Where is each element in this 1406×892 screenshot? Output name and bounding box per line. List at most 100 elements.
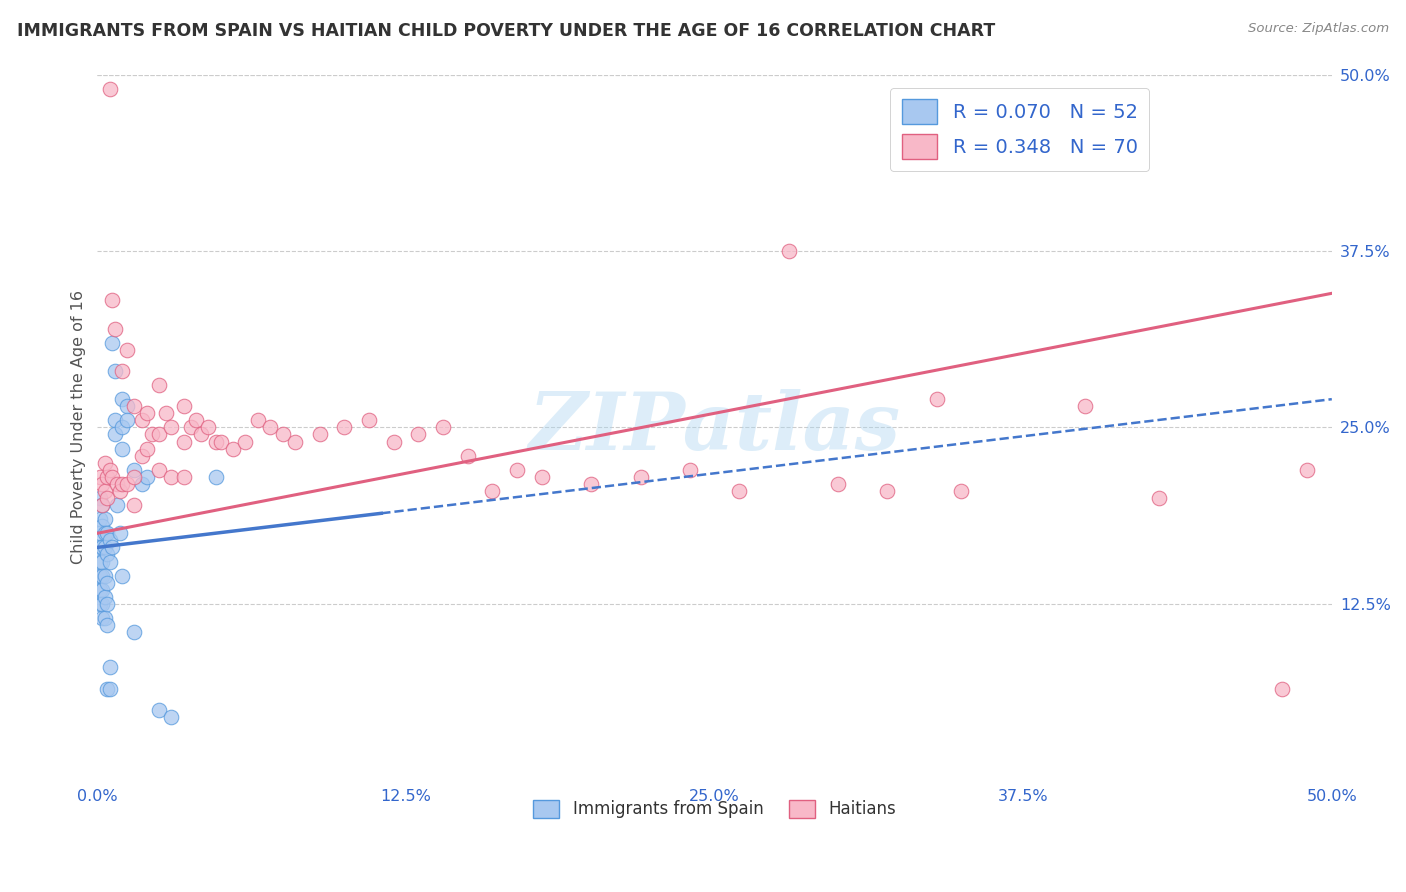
Point — [173, 399, 195, 413]
Point — [111, 364, 134, 378]
Point — [94, 456, 117, 470]
Point — [98, 681, 121, 696]
Point — [333, 420, 356, 434]
Text: Source: ZipAtlas.com: Source: ZipAtlas.com — [1249, 22, 1389, 36]
Point — [96, 575, 118, 590]
Point — [357, 413, 380, 427]
Point — [259, 420, 281, 434]
Point — [91, 597, 114, 611]
Point — [98, 463, 121, 477]
Point — [111, 442, 134, 456]
Point — [108, 526, 131, 541]
Point — [205, 434, 228, 449]
Point — [1074, 399, 1097, 413]
Point — [209, 434, 232, 449]
Point — [91, 498, 114, 512]
Point — [271, 427, 294, 442]
Text: IMMIGRANTS FROM SPAIN VS HAITIAN CHILD POVERTY UNDER THE AGE OF 16 CORRELATION C: IMMIGRANTS FROM SPAIN VS HAITIAN CHILD P… — [17, 22, 995, 40]
Point — [284, 434, 307, 449]
Point — [778, 244, 800, 258]
Point — [89, 582, 111, 597]
Point — [94, 568, 117, 582]
Point — [98, 660, 121, 674]
Point — [235, 434, 257, 449]
Point — [728, 483, 751, 498]
Point — [91, 541, 114, 555]
Point — [101, 335, 124, 350]
Point — [131, 413, 153, 427]
Point — [91, 568, 114, 582]
Point — [950, 483, 973, 498]
Y-axis label: Child Poverty Under the Age of 16: Child Poverty Under the Age of 16 — [72, 291, 86, 565]
Point — [101, 541, 124, 555]
Point — [115, 413, 138, 427]
Point — [481, 483, 503, 498]
Point — [96, 618, 118, 632]
Point — [630, 470, 652, 484]
Point — [408, 427, 430, 442]
Point — [94, 541, 117, 555]
Point — [94, 512, 117, 526]
Point — [205, 470, 228, 484]
Point — [160, 420, 183, 434]
Point — [155, 406, 177, 420]
Point — [104, 427, 127, 442]
Point — [222, 442, 245, 456]
Point — [96, 491, 118, 505]
Point — [108, 483, 131, 498]
Point — [1296, 463, 1319, 477]
Point — [827, 476, 849, 491]
Point — [115, 399, 138, 413]
Point — [98, 81, 121, 95]
Point — [184, 413, 207, 427]
Point — [160, 470, 183, 484]
Point — [111, 420, 134, 434]
Point — [135, 442, 157, 456]
Point — [98, 533, 121, 548]
Point — [89, 526, 111, 541]
Point — [89, 568, 111, 582]
Point — [141, 427, 163, 442]
Point — [506, 463, 529, 477]
Point — [382, 434, 405, 449]
Point — [89, 491, 111, 505]
Point — [115, 343, 138, 357]
Point — [457, 449, 479, 463]
Point — [96, 681, 118, 696]
Point — [135, 406, 157, 420]
Point — [1271, 681, 1294, 696]
Point — [104, 364, 127, 378]
Point — [89, 470, 111, 484]
Point — [124, 625, 146, 640]
Point — [105, 498, 128, 512]
Point — [1147, 491, 1170, 505]
Point — [94, 526, 117, 541]
Point — [111, 392, 134, 407]
Point — [148, 463, 170, 477]
Point — [579, 476, 602, 491]
Point — [135, 470, 157, 484]
Point — [131, 449, 153, 463]
Point — [105, 476, 128, 491]
Point — [148, 703, 170, 717]
Point — [432, 420, 454, 434]
Point — [180, 420, 202, 434]
Point — [89, 541, 111, 555]
Point — [91, 582, 114, 597]
Point — [96, 548, 118, 562]
Point — [101, 470, 124, 484]
Point — [91, 498, 114, 512]
Point — [96, 470, 118, 484]
Point — [148, 427, 170, 442]
Point — [89, 597, 111, 611]
Point — [124, 399, 146, 413]
Point — [104, 321, 127, 335]
Point — [91, 476, 114, 491]
Point — [94, 590, 117, 604]
Point — [124, 470, 146, 484]
Point — [197, 420, 219, 434]
Point — [173, 434, 195, 449]
Text: ZIPatlas: ZIPatlas — [529, 389, 901, 467]
Point — [160, 710, 183, 724]
Point — [876, 483, 898, 498]
